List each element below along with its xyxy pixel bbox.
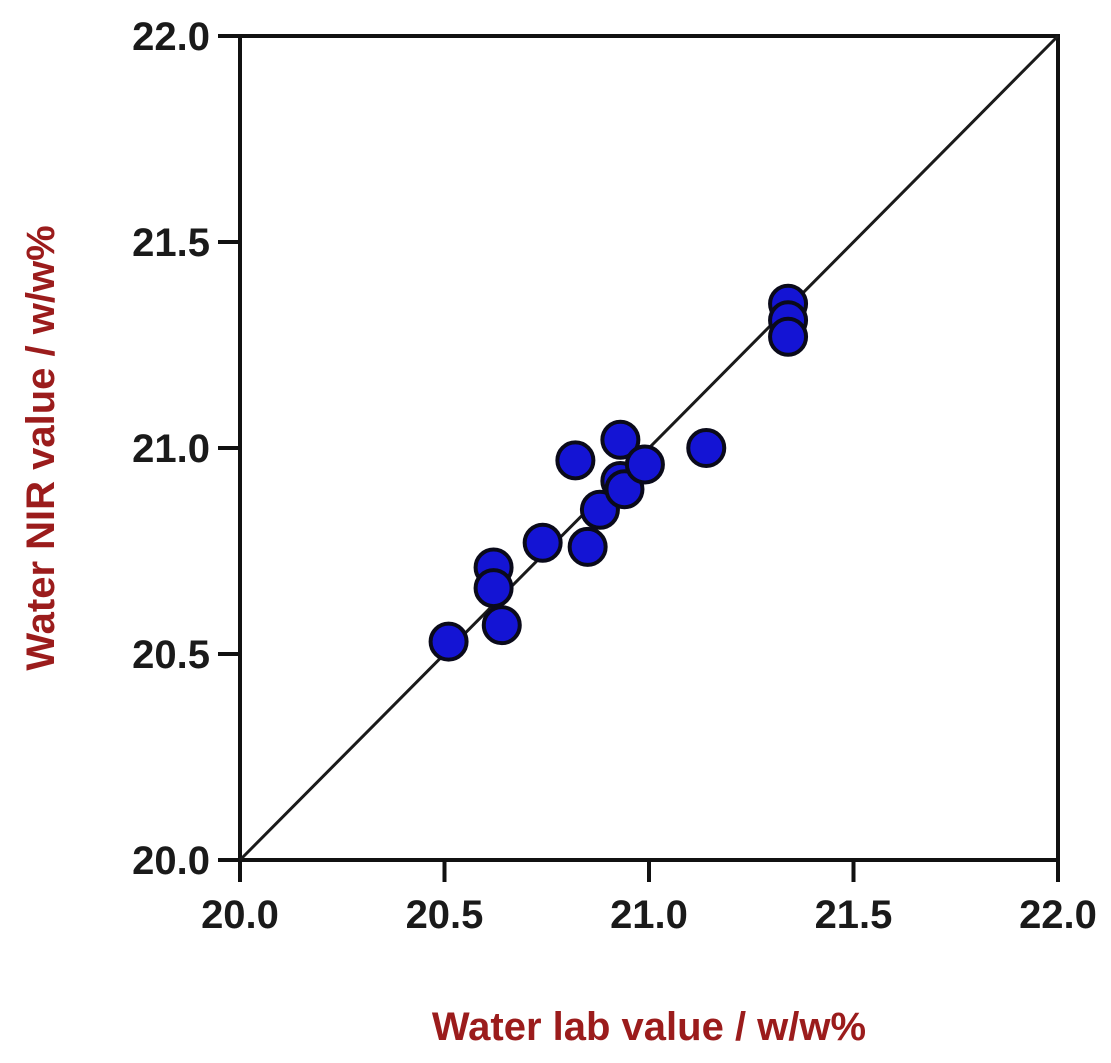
x-tick-label: 20.5 xyxy=(406,893,484,937)
data-point xyxy=(428,621,469,662)
x-tick-label: 21.0 xyxy=(610,893,688,937)
data-point xyxy=(555,440,596,481)
data-point xyxy=(600,419,641,460)
y-tick-label: 20.5 xyxy=(132,633,210,677)
data-point xyxy=(481,605,522,646)
x-tick-label: 21.5 xyxy=(815,893,893,937)
data-point xyxy=(567,526,608,567)
x-tick-label: 22.0 xyxy=(1019,893,1097,937)
data-point xyxy=(473,568,514,609)
data-point xyxy=(686,428,727,468)
data-point xyxy=(768,316,809,357)
data-point xyxy=(624,444,665,485)
y-tick-label: 22.0 xyxy=(132,15,210,59)
data-point xyxy=(522,522,563,563)
x-axis-title: Water lab value / w/w% xyxy=(432,1005,866,1049)
y-tick-label: 21.5 xyxy=(132,221,210,265)
y-tick-label: 21.0 xyxy=(132,427,210,471)
y-axis-title: Water NIR value / w/w% xyxy=(19,225,63,670)
x-tick-label: 20.0 xyxy=(201,893,279,937)
y-tick-label: 20.0 xyxy=(132,839,210,883)
